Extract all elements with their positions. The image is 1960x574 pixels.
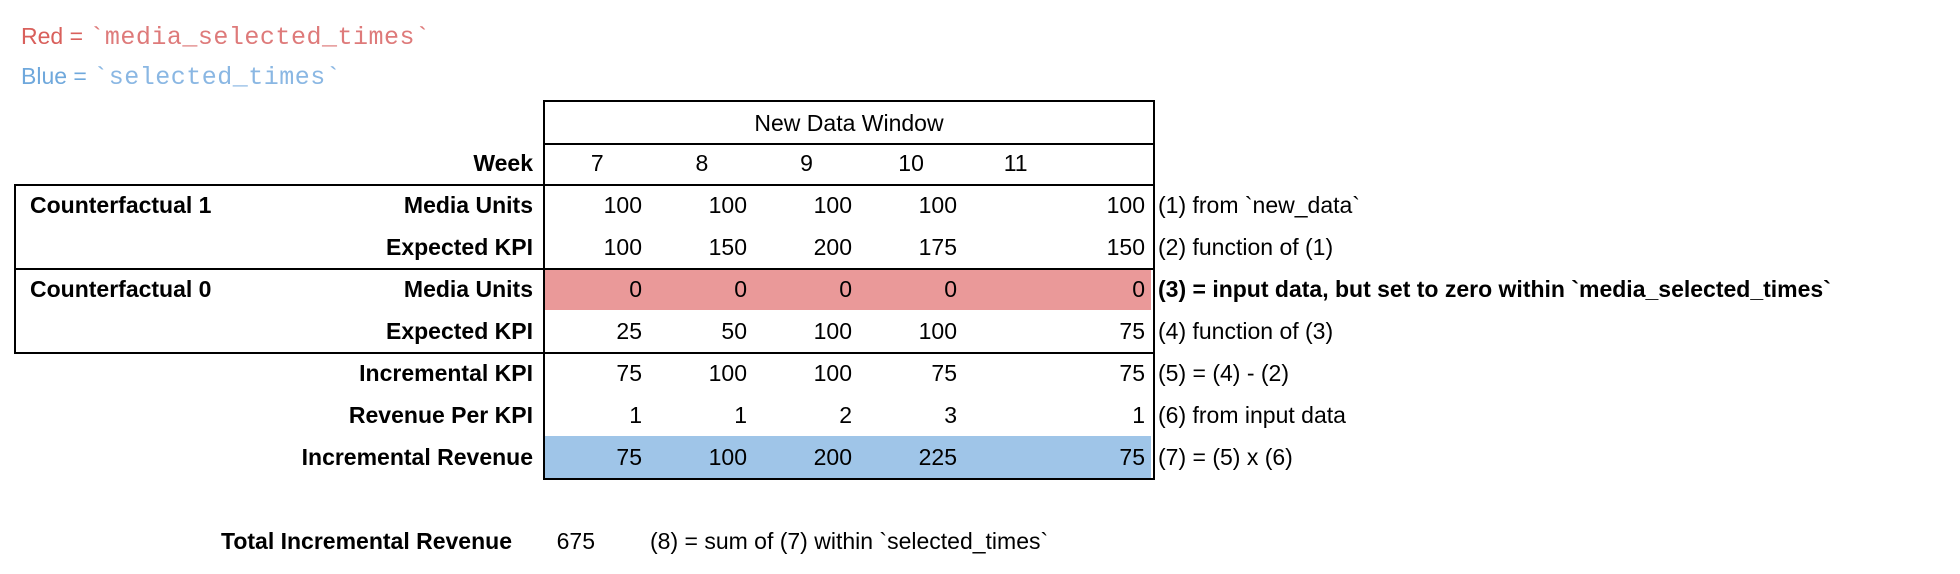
table-row-incremental-kpi: Incremental KPI 75 100 100 75 75 (5) = (… bbox=[0, 352, 1960, 394]
legend-blue: Blue = `selected_times` bbox=[21, 55, 341, 97]
legend-blue-code: `selected_times` bbox=[93, 63, 342, 92]
value-cell: 100 bbox=[813, 192, 852, 218]
row-values: 75 100 100 75 75 bbox=[545, 352, 1151, 394]
row-annotation: (3) = input data, but set to zero within… bbox=[1158, 276, 1831, 302]
value-cell: 1 bbox=[629, 402, 642, 428]
total-label: Total Incremental Revenue bbox=[221, 528, 512, 554]
week-value: 9 bbox=[800, 150, 813, 176]
week-value: 11 bbox=[1003, 150, 1028, 176]
week-row: Week 7 8 9 10 11 bbox=[0, 143, 1960, 184]
row-annotation: (7) = (5) x (6) bbox=[1158, 444, 1293, 470]
table-row-incremental-revenue: Incremental Revenue 75 100 200 225 75 (7… bbox=[0, 436, 1960, 478]
value-cell: 200 bbox=[813, 234, 852, 260]
value-cell: 100 bbox=[708, 444, 747, 470]
table-header-new-data-window: New Data Window bbox=[754, 110, 944, 136]
row-values-highlight-red: 0 0 0 0 0 bbox=[545, 268, 1151, 310]
value-cell: 100 bbox=[708, 360, 747, 386]
value-cell: 75 bbox=[1119, 360, 1145, 386]
row-annotation: (5) = (4) - (2) bbox=[1158, 360, 1289, 386]
value-cell: 0 bbox=[944, 276, 957, 302]
week-row-label: Week bbox=[473, 150, 533, 176]
value-cell: 75 bbox=[616, 444, 642, 470]
row-label: Incremental KPI bbox=[359, 360, 533, 386]
value-cell: 200 bbox=[813, 444, 852, 470]
row-values: 100 150 200 175 150 bbox=[545, 226, 1151, 268]
value-cell: 3 bbox=[944, 402, 957, 428]
value-cell: 2 bbox=[839, 402, 852, 428]
week-value: 10 bbox=[898, 150, 924, 176]
value-cell: 1 bbox=[734, 402, 747, 428]
row-label: Expected KPI bbox=[386, 234, 533, 260]
week-value: 7 bbox=[590, 150, 604, 176]
row-label: Expected KPI bbox=[386, 318, 533, 344]
value-cell: 225 bbox=[918, 444, 957, 470]
total-row: Total Incremental Revenue 675 (8) = sum … bbox=[0, 519, 1960, 563]
value-cell: 1 bbox=[1132, 402, 1145, 428]
row-annotation: (1) from `new_data` bbox=[1158, 192, 1360, 218]
table-row-cf0-media-units: Counterfactual 0 Media Units 0 0 0 0 0 (… bbox=[0, 268, 1960, 310]
value-cell: 0 bbox=[629, 276, 642, 302]
table-row-cf0-expected-kpi: Expected KPI 25 50 100 100 75 (4) functi… bbox=[0, 310, 1960, 352]
value-cell: 50 bbox=[721, 318, 747, 344]
row-values: 25 50 100 100 75 bbox=[545, 310, 1151, 352]
value-cell: 150 bbox=[708, 234, 747, 260]
value-cell: 75 bbox=[931, 360, 957, 386]
value-cell: 0 bbox=[839, 276, 852, 302]
value-cell: 175 bbox=[918, 234, 957, 260]
row-values: 100 100 100 100 100 bbox=[545, 184, 1151, 226]
legend-red: Red = `media_selected_times` bbox=[21, 15, 430, 57]
row-label: Revenue Per KPI bbox=[348, 402, 533, 428]
legend-red-label: Red = bbox=[21, 23, 90, 49]
legend-red-code: `media_selected_times` bbox=[89, 23, 431, 52]
row-annotation: (4) function of (3) bbox=[1158, 318, 1334, 344]
value-cell: 100 bbox=[918, 318, 957, 344]
value-cell: 0 bbox=[734, 276, 747, 302]
table-row-revenue-per-kpi: Revenue Per KPI 1 1 2 3 1 (6) from input… bbox=[0, 394, 1960, 436]
row-values: 1 1 2 3 1 bbox=[545, 394, 1151, 436]
total-value: 675 bbox=[556, 528, 595, 554]
row-label: Media Units bbox=[403, 276, 533, 302]
value-cell: 150 bbox=[1106, 234, 1145, 260]
table-row-cf1-expected-kpi: Expected KPI 100 150 200 175 150 (2) fun… bbox=[0, 226, 1960, 268]
value-cell: 100 bbox=[603, 192, 642, 218]
value-cell: 25 bbox=[616, 318, 642, 344]
value-cell: 75 bbox=[1119, 444, 1145, 470]
value-cell: 100 bbox=[918, 192, 957, 218]
row-values-highlight-blue: 75 100 200 225 75 bbox=[545, 436, 1151, 478]
week-value: 8 bbox=[695, 150, 709, 176]
row-label: Incremental Revenue bbox=[301, 444, 533, 470]
value-cell: 100 bbox=[813, 318, 852, 344]
value-cell: 100 bbox=[603, 234, 642, 260]
legend-blue-label: Blue = bbox=[21, 63, 94, 89]
value-cell: 0 bbox=[1132, 276, 1145, 302]
value-cell: 75 bbox=[1119, 318, 1145, 344]
value-cell: 100 bbox=[1106, 192, 1145, 218]
group-label-counterfactual-1: Counterfactual 1 bbox=[30, 192, 212, 218]
value-cell: 100 bbox=[813, 360, 852, 386]
value-cell: 75 bbox=[616, 360, 642, 386]
row-annotation: (2) function of (1) bbox=[1158, 234, 1334, 260]
row-label: Media Units bbox=[403, 192, 533, 218]
value-cell: 100 bbox=[708, 192, 747, 218]
table-row-cf1-media-units: Counterfactual 1 Media Units 100 100 100… bbox=[0, 184, 1960, 226]
total-annotation: (8) = sum of (7) within `selected_times` bbox=[650, 528, 1049, 554]
group-label-counterfactual-0: Counterfactual 0 bbox=[30, 276, 212, 302]
week-values: 7 8 9 10 11 bbox=[545, 143, 1068, 184]
row-annotation: (6) from input data bbox=[1158, 402, 1346, 428]
